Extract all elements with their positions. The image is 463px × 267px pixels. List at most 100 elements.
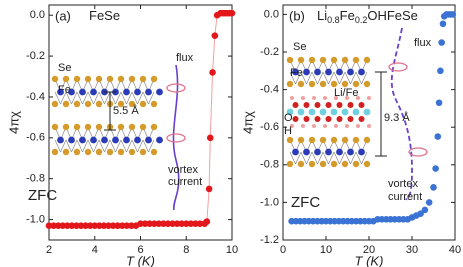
atom (323, 124, 327, 128)
annotation: vortex (388, 178, 418, 190)
x-tick-label: 8 (183, 244, 189, 256)
atom (145, 88, 152, 96)
bond (104, 139, 111, 153)
atom (139, 75, 147, 83)
atom (90, 88, 97, 96)
bond (317, 71, 324, 85)
bond (142, 91, 149, 105)
data-point (114, 222, 121, 229)
annotation: H (284, 125, 292, 137)
y-tick-label: -0.2 (260, 46, 279, 58)
bond (148, 139, 155, 153)
data-point (128, 222, 135, 229)
annotation: flux (414, 37, 432, 49)
bond (311, 71, 318, 85)
bond (65, 91, 72, 105)
annotation: flux (176, 52, 194, 64)
atom (352, 160, 360, 168)
data-point (54, 222, 62, 229)
bond (82, 139, 89, 153)
bond (311, 151, 318, 165)
y-tick-label: -0.2 (26, 50, 45, 62)
bond (65, 139, 72, 153)
atom (95, 148, 103, 156)
atom (79, 136, 86, 144)
bond (120, 91, 127, 105)
atom (62, 75, 70, 83)
annotation: current (168, 176, 202, 188)
atom (325, 102, 332, 108)
atom (345, 96, 349, 100)
atom (308, 136, 316, 144)
bond (126, 139, 133, 153)
atom (363, 80, 371, 88)
data-point (449, 11, 457, 18)
x-tick-label: 0 (280, 244, 286, 256)
data-point (432, 165, 439, 172)
bond (328, 71, 335, 85)
atom (128, 100, 136, 108)
bond (322, 71, 329, 85)
atom (117, 75, 125, 83)
bond (109, 139, 116, 153)
atom (319, 108, 327, 116)
data-point (82, 222, 89, 229)
atom (312, 96, 316, 100)
panel-label: (b) (289, 8, 305, 23)
annotation: 9.3 Å (384, 111, 410, 124)
bond (333, 71, 340, 85)
y-tick-label: 0.0 (30, 9, 45, 21)
data-point (438, 39, 445, 46)
atom (301, 124, 305, 128)
annotation: ZFC (28, 187, 57, 204)
data-point (169, 220, 176, 227)
bond (339, 71, 346, 85)
bond (76, 91, 83, 105)
bond (344, 151, 351, 165)
atom (308, 160, 316, 168)
data-point (192, 220, 199, 227)
y-tick-label: 0.0 (264, 8, 279, 20)
atom (95, 123, 103, 131)
atom (101, 136, 108, 144)
atom (319, 80, 327, 88)
atom (363, 136, 371, 144)
atom (347, 148, 354, 156)
bond (289, 151, 296, 165)
data-point (59, 222, 67, 229)
bond (289, 71, 296, 85)
annotation: Fe (290, 67, 303, 79)
atom (68, 88, 75, 96)
atom (286, 108, 294, 116)
atom (308, 80, 316, 88)
annotation: ZFC (291, 194, 320, 211)
atom (292, 148, 299, 156)
data-point (150, 220, 158, 227)
data-point (155, 220, 163, 227)
data-point (50, 222, 57, 229)
x-tick-label: 40 (449, 244, 461, 256)
atom (297, 80, 305, 88)
atom (139, 148, 147, 156)
atom (336, 148, 343, 156)
x-tick-label: 10 (226, 244, 238, 256)
bond (87, 139, 94, 153)
atom (128, 75, 136, 83)
title-part: FeSe (89, 8, 120, 23)
atom (286, 136, 294, 144)
atom (106, 148, 114, 156)
atom (330, 136, 338, 144)
atom (334, 96, 338, 100)
atom (358, 116, 365, 122)
vortex-loop (408, 147, 428, 157)
atom (73, 148, 81, 156)
data-point (421, 206, 429, 214)
bond (350, 151, 357, 165)
atom (341, 80, 349, 88)
atom (62, 123, 70, 131)
atom (51, 123, 59, 131)
annotation: Fe (58, 84, 71, 96)
x-tick-label: 6 (137, 244, 143, 256)
atom (301, 96, 305, 100)
